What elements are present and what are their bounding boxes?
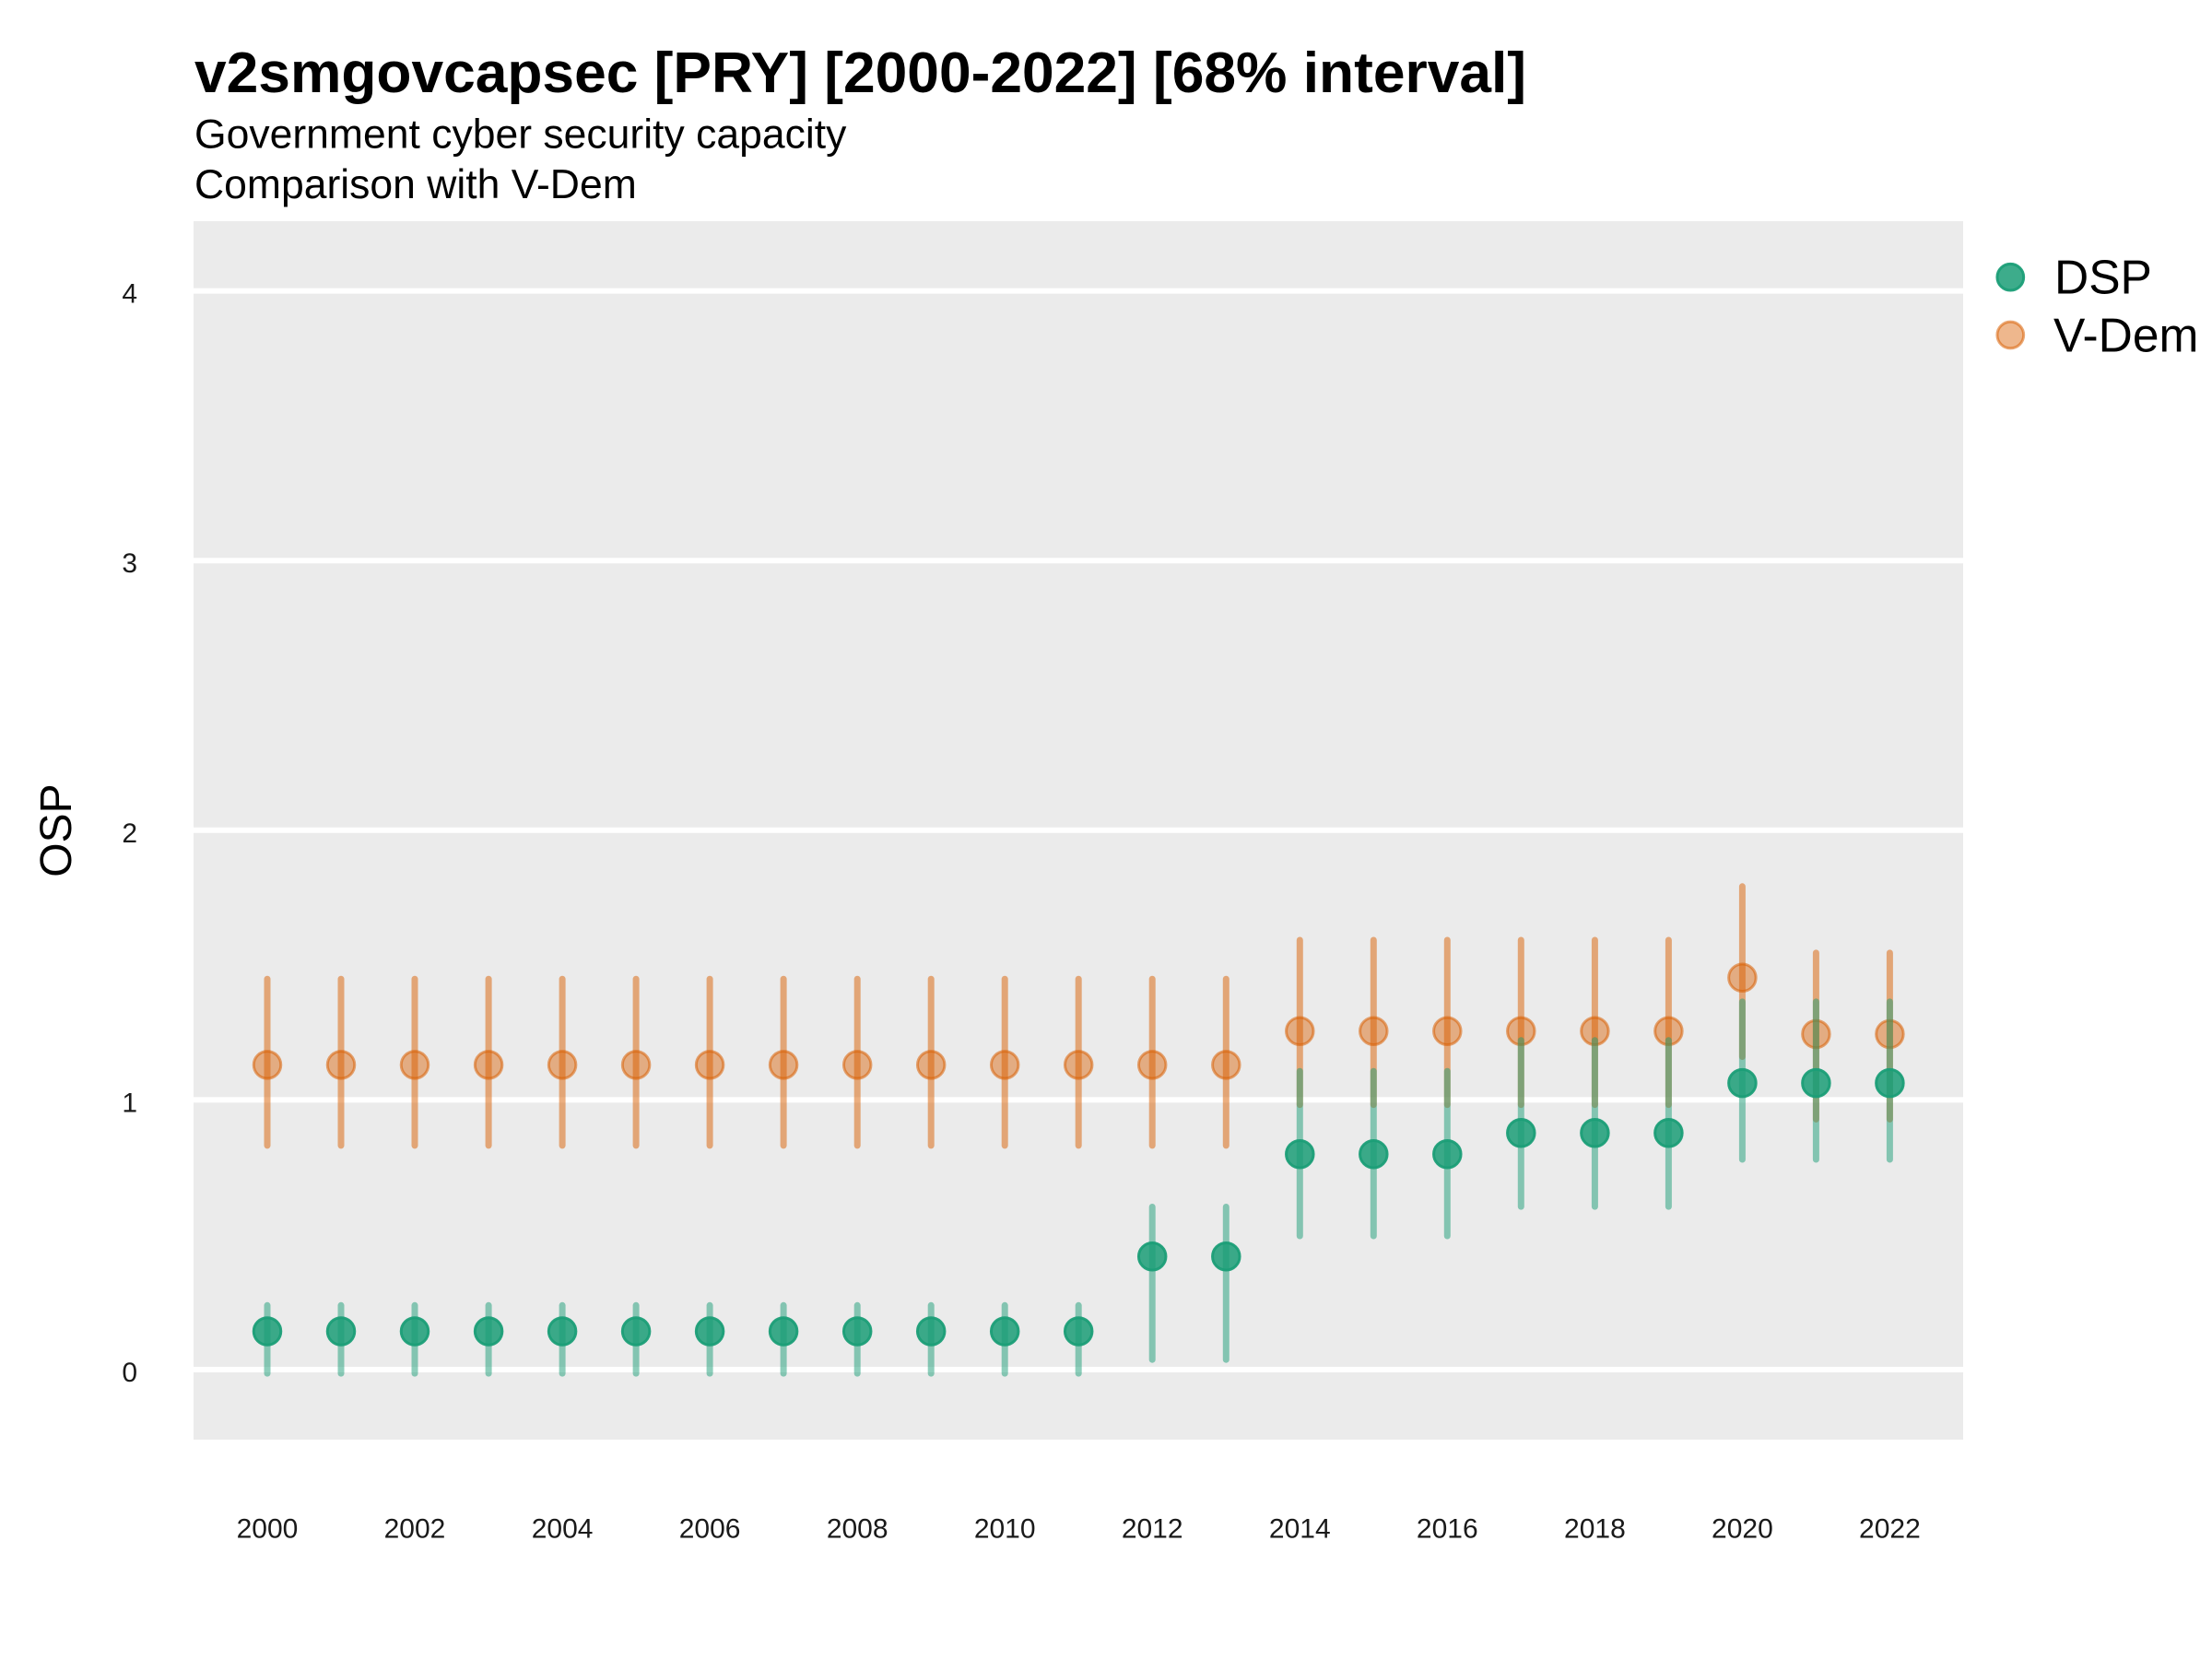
svg-text:3: 3 [122,548,137,579]
svg-text:2008: 2008 [827,1514,888,1545]
svg-text:1: 1 [122,1088,137,1118]
svg-text:2: 2 [122,818,137,849]
svg-text:DSP: DSP [2054,251,2152,304]
svg-text:2022: 2022 [1859,1514,1921,1545]
svg-text:2004: 2004 [532,1514,594,1545]
svg-text:2020: 2020 [1712,1514,1773,1545]
svg-text:2014: 2014 [1269,1514,1331,1545]
svg-text:0: 0 [122,1358,137,1388]
svg-text:2018: 2018 [1564,1514,1626,1545]
svg-text:Comparison with V-Dem: Comparison with V-Dem [194,162,637,207]
svg-text:2010: 2010 [974,1514,1036,1545]
svg-text:OSP: OSP [32,783,81,877]
svg-text:2016: 2016 [1417,1514,1478,1545]
svg-text:v2smgovcapsec [PRY] [2000-2022: v2smgovcapsec [PRY] [2000-2022] [68% int… [194,41,1526,105]
svg-text:2000: 2000 [237,1514,299,1545]
svg-text:Government cyber security capa: Government cyber security capacity [194,112,847,158]
svg-text:2012: 2012 [1122,1514,1183,1545]
svg-text:2002: 2002 [384,1514,446,1545]
svg-text:2006: 2006 [679,1514,741,1545]
svg-text:4: 4 [122,279,137,310]
svg-text:V-Dem: V-Dem [2053,308,2198,361]
